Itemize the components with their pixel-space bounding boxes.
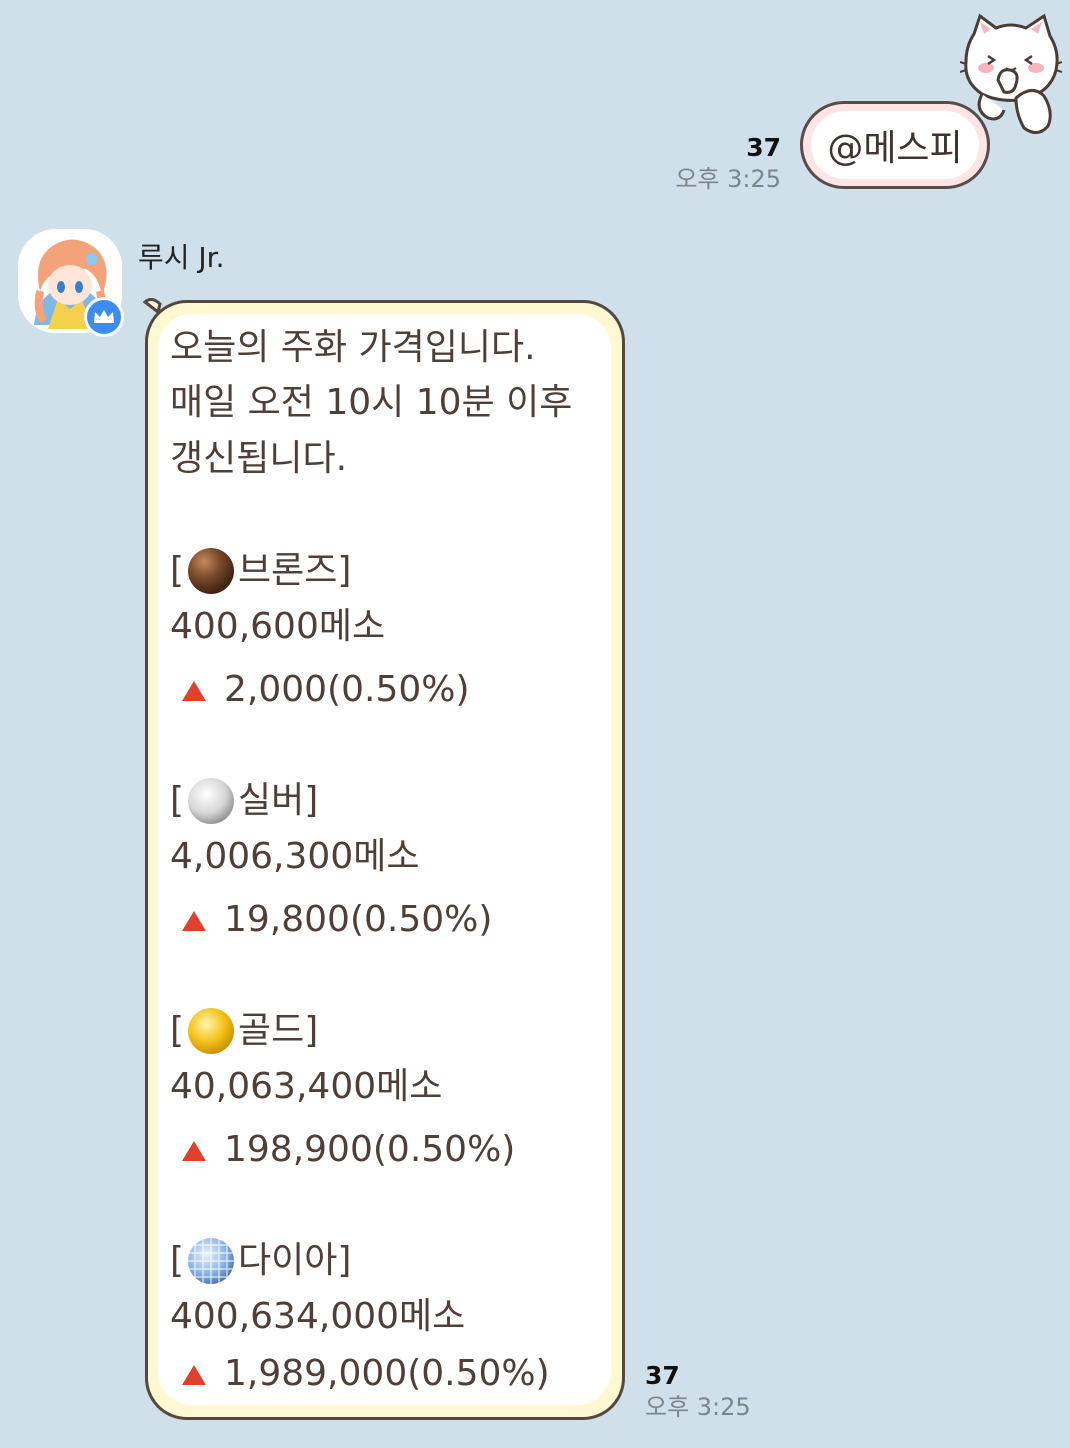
coin-name: 실버: [238, 780, 305, 821]
message-time: 오후 3:25: [645, 1393, 751, 1421]
coin-change-row: 2,000(0.50%): [170, 662, 470, 718]
coin-change: 2,000(0.50%): [224, 669, 470, 710]
intro-line: 갱신됩니다.: [170, 438, 348, 479]
incoming-meta: 37 오후 3:25: [645, 1360, 751, 1422]
coin-change: 19,800(0.50%): [224, 899, 493, 940]
gold-ball-icon: [188, 1008, 235, 1054]
coin-change: 198,900(0.50%): [224, 1129, 516, 1170]
outgoing-meta: 37 오후 3:25: [675, 132, 781, 194]
message-time: 오후 3:25: [675, 165, 781, 193]
bubble-tail: [142, 298, 162, 315]
incoming-message-bubble[interactable]: [145, 300, 625, 1420]
bracket-open: [: [170, 550, 185, 591]
up-triangle-icon: [182, 1365, 206, 1385]
coin-change: 1,989,000(0.50%): [224, 1353, 550, 1394]
intro-line: 매일 오전 10시 10분 이후: [170, 382, 573, 423]
bronze-ball-icon: [188, 548, 235, 594]
coin-name: 골드: [238, 1010, 305, 1051]
up-triangle-icon: [182, 681, 206, 701]
coin-label-gold: [ 골드 ]: [170, 1003, 318, 1059]
sender-name: 루시 Jr.: [138, 241, 225, 274]
coin-name: 다이아: [238, 1240, 338, 1281]
bracket-open: [: [170, 780, 185, 821]
crown-icon: [94, 310, 114, 323]
crown-badge: [84, 297, 124, 337]
up-triangle-icon: [182, 1141, 206, 1161]
outgoing-message-bubble[interactable]: @메스피: [800, 101, 990, 189]
coin-change-row: 19,800(0.50%): [170, 892, 492, 948]
intro-line: 오늘의 주화 가격입니다.: [170, 327, 536, 368]
unread-count: 37: [746, 133, 781, 162]
disco-ball-icon: [188, 1238, 235, 1284]
bracket-open: [: [170, 1240, 185, 1281]
bracket-close: ]: [337, 550, 352, 591]
coin-label-diamond: [ 다이아 ]: [170, 1233, 351, 1289]
outgoing-message-text: @메스피: [811, 111, 979, 179]
unread-count: 37: [645, 1361, 680, 1390]
coin-label-bronze: [ 브론즈 ]: [170, 543, 351, 599]
coin-price: 40,063,400메소: [170, 1066, 443, 1107]
up-triangle-icon: [182, 911, 206, 931]
sender-avatar[interactable]: [18, 229, 122, 333]
bracket-close: ]: [304, 780, 319, 821]
coin-name: 브론즈: [238, 550, 338, 591]
bracket-close: ]: [337, 1240, 352, 1281]
coin-price: 4,006,300메소: [170, 836, 420, 877]
coin-price: 400,634,000메소: [170, 1296, 466, 1337]
coin-price: 400,600메소: [170, 606, 386, 647]
coin-change-row: 1,989,000(0.50%): [170, 1346, 550, 1402]
coin-change-row: 198,900(0.50%): [170, 1122, 515, 1178]
bracket-open: [: [170, 1010, 185, 1051]
cat-sticker-icon: [960, 14, 1062, 134]
silver-ball-icon: [188, 778, 235, 824]
bracket-close: ]: [304, 1010, 319, 1051]
coin-label-silver: [ 실버 ]: [170, 773, 318, 829]
